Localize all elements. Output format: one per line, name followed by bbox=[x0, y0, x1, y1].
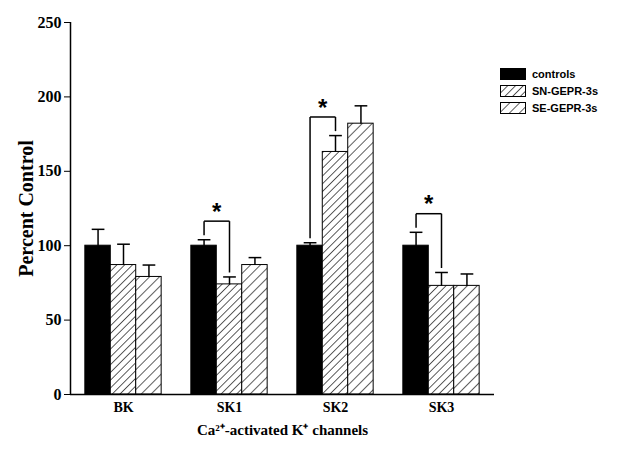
svg-text:Ca²⁺-activated K⁺ channels: Ca²⁺-activated K⁺ channels bbox=[197, 422, 368, 438]
svg-text:SK1: SK1 bbox=[217, 400, 243, 415]
svg-text:250: 250 bbox=[38, 14, 62, 31]
html-text:SN-GEPR-3s: SN-GEPR-3s bbox=[532, 85, 598, 97]
svg-text:*: * bbox=[212, 198, 222, 225]
svg-text:*: * bbox=[424, 190, 434, 217]
html-text:SE-GEPR-3s: SE-GEPR-3s bbox=[532, 102, 598, 114]
svg-text:50: 50 bbox=[46, 311, 62, 328]
svg-text:0: 0 bbox=[54, 386, 62, 403]
svg-text:150: 150 bbox=[38, 162, 62, 179]
svg-text:BK: BK bbox=[113, 400, 133, 415]
html-text:controls: controls bbox=[532, 68, 576, 80]
svg-text:SK2: SK2 bbox=[323, 400, 349, 415]
svg-text:100: 100 bbox=[38, 237, 62, 254]
svg-text:*: * bbox=[318, 94, 328, 121]
svg-text:Percent Control: Percent Control bbox=[15, 140, 37, 277]
svg-text:200: 200 bbox=[38, 88, 62, 105]
svg-text:SK3: SK3 bbox=[429, 400, 455, 415]
